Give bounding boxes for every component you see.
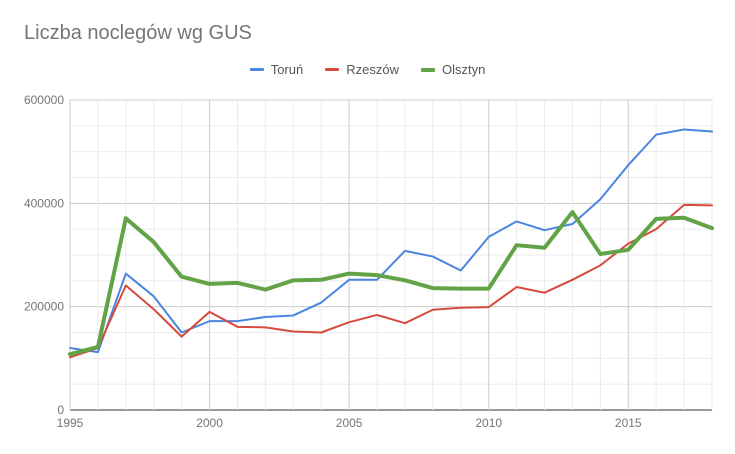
legend-item-rzeszow[interactable]: Rzeszów bbox=[325, 62, 399, 77]
series-lines bbox=[68, 128, 714, 359]
x-tick-label: 2010 bbox=[475, 416, 502, 430]
chart-title: Liczba noclegów wg GUS bbox=[24, 22, 252, 44]
series-line-olsztyn[interactable] bbox=[68, 210, 714, 357]
y-tick-label: 0 bbox=[57, 403, 64, 417]
x-tick-label: 2015 bbox=[615, 416, 642, 430]
series-line-rzeszow[interactable] bbox=[69, 203, 713, 359]
legend: Toruń Rzeszów Olsztyn bbox=[0, 62, 735, 77]
legend-label-olsztyn: Olsztyn bbox=[441, 62, 486, 77]
legend-swatch-olsztyn bbox=[420, 67, 435, 72]
legend-swatch-torun bbox=[249, 68, 264, 71]
x-tick-label: 1995 bbox=[57, 416, 84, 430]
legend-item-torun[interactable]: Toruń bbox=[249, 62, 304, 77]
legend-label-rzeszow: Rzeszów bbox=[346, 62, 399, 77]
legend-label-torun: Toruń bbox=[270, 62, 304, 77]
legend-item-olsztyn[interactable]: Olsztyn bbox=[420, 62, 486, 77]
legend-swatch-rzeszow bbox=[325, 68, 340, 71]
y-tick-label: 200000 bbox=[24, 300, 64, 314]
x-tick-label: 2005 bbox=[336, 416, 363, 430]
y-axis-ticks: 0 200000 400000 600000 bbox=[24, 93, 64, 417]
series-line-torun[interactable] bbox=[69, 128, 713, 354]
x-axis-ticks: 1995 2000 2005 2010 2015 bbox=[57, 416, 642, 430]
grid-lines bbox=[69, 99, 713, 411]
y-tick-label: 600000 bbox=[24, 93, 64, 107]
y-tick-label: 400000 bbox=[24, 196, 64, 210]
x-tick-label: 2000 bbox=[196, 416, 223, 430]
